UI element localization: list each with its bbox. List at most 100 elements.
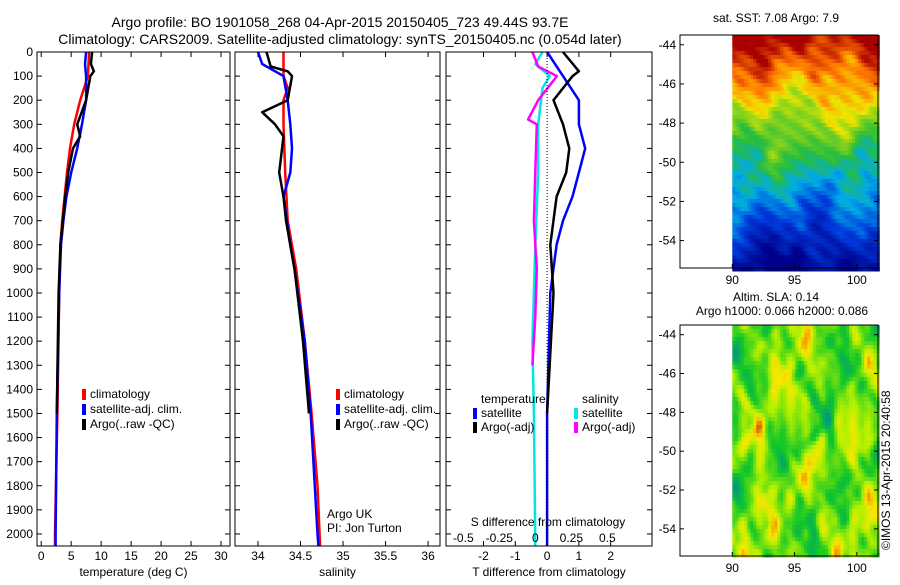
heatmap-cell	[765, 239, 769, 244]
heatmap-cell	[816, 373, 820, 378]
heatmap-cell	[774, 381, 778, 386]
heatmap-cell	[819, 263, 823, 268]
heatmap-cell	[846, 59, 850, 64]
heatmap-cell	[759, 127, 763, 132]
heatmap-cell	[825, 151, 829, 156]
heatmap-cell	[873, 239, 877, 244]
heatmap-cell	[816, 55, 820, 60]
heatmap-cell	[852, 203, 856, 208]
heatmap-cell	[756, 393, 760, 398]
heatmap-cell	[735, 413, 739, 418]
heatmap-cell	[765, 457, 769, 462]
heatmap-cell	[753, 239, 757, 244]
heatmap-cell	[819, 341, 823, 346]
heatmap-cell	[783, 243, 787, 248]
heatmap-cell	[843, 111, 847, 116]
heatmap-cell	[756, 425, 760, 430]
heatmap-cell	[852, 239, 856, 244]
heatmap-cell	[774, 99, 778, 104]
heatmap-cell	[831, 35, 835, 40]
x-tick-label: -2	[478, 549, 489, 563]
heatmap-cell	[753, 119, 757, 124]
heatmap-cell	[741, 71, 745, 76]
heatmap-cell	[864, 135, 868, 140]
heatmap-cell	[813, 469, 817, 474]
heatmap-cell	[768, 473, 772, 478]
heatmap-cell	[732, 79, 736, 84]
heatmap-cell	[774, 497, 778, 502]
heatmap-cell	[747, 147, 751, 152]
heatmap-cell	[789, 115, 793, 120]
heatmap-cell	[795, 441, 799, 446]
heatmap-cell	[732, 493, 736, 498]
heatmap-cell	[774, 227, 778, 232]
heatmap-cell	[732, 361, 736, 366]
heatmap-cell	[735, 453, 739, 458]
heatmap-cell	[810, 501, 814, 506]
heatmap-cell	[804, 385, 808, 390]
heatmap-cell	[843, 223, 847, 228]
heatmap-cell	[822, 199, 826, 204]
heatmap-cell	[861, 83, 865, 88]
heatmap-cell	[765, 199, 769, 204]
heatmap-cell	[759, 95, 763, 100]
heatmap-cell	[867, 247, 871, 252]
heatmap-cell	[819, 425, 823, 430]
heatmap-cell	[768, 251, 772, 256]
heatmap-cell	[786, 187, 790, 192]
heatmap-cell	[798, 349, 802, 354]
heatmap-cell	[795, 99, 799, 104]
heatmap-cell	[834, 211, 838, 216]
heatmap-cell	[828, 123, 832, 128]
heatmap-cell	[735, 513, 739, 518]
heatmap-cell	[765, 247, 769, 252]
heatmap-cell	[750, 171, 754, 176]
heatmap-cell	[738, 199, 742, 204]
heatmap-cell	[804, 123, 808, 128]
heatmap-cell	[783, 429, 787, 434]
heatmap-cell	[843, 139, 847, 144]
heatmap-cell	[753, 187, 757, 192]
heatmap-cell	[768, 175, 772, 180]
heatmap-cell	[822, 393, 826, 398]
heatmap-cell	[786, 167, 790, 172]
heatmap-cell	[861, 203, 865, 208]
heatmap-cell	[759, 533, 763, 538]
heatmap-cell	[795, 159, 799, 164]
heatmap-cell	[801, 441, 805, 446]
heatmap-cell	[813, 51, 817, 56]
heatmap-cell	[756, 413, 760, 418]
heatmap-cell	[771, 223, 775, 228]
heatmap-cell	[753, 513, 757, 518]
heatmap-cell	[831, 43, 835, 48]
heatmap-cell	[819, 255, 823, 260]
heatmap-cell	[798, 413, 802, 418]
heatmap-cell	[753, 55, 757, 60]
heatmap-cell	[756, 389, 760, 394]
heatmap-cell	[777, 183, 781, 188]
heatmap-cell	[783, 163, 787, 168]
heatmap-cell	[822, 369, 826, 374]
heatmap-cell	[765, 203, 769, 208]
heatmap-cell	[858, 87, 862, 92]
heatmap-cell	[864, 175, 868, 180]
heatmap-cell	[759, 163, 763, 168]
heatmap-cell	[843, 47, 847, 52]
heatmap-cell	[771, 199, 775, 204]
heatmap-cell	[756, 199, 760, 204]
heatmap-cell	[813, 75, 817, 80]
heatmap-cell	[735, 47, 739, 52]
heatmap-cell	[816, 79, 820, 84]
heatmap-cell	[801, 207, 805, 212]
heatmap-cell	[810, 103, 814, 108]
heatmap-cell	[786, 393, 790, 398]
heatmap-cell	[813, 55, 817, 60]
heatmap-cell	[849, 163, 853, 168]
heatmap-cell	[819, 115, 823, 120]
heatmap-cell	[819, 59, 823, 64]
heatmap-cell	[738, 223, 742, 228]
heatmap-cell	[828, 147, 832, 152]
heatmap-cell	[843, 171, 847, 176]
heatmap-cell	[744, 227, 748, 232]
heatmap-cell	[759, 461, 763, 466]
